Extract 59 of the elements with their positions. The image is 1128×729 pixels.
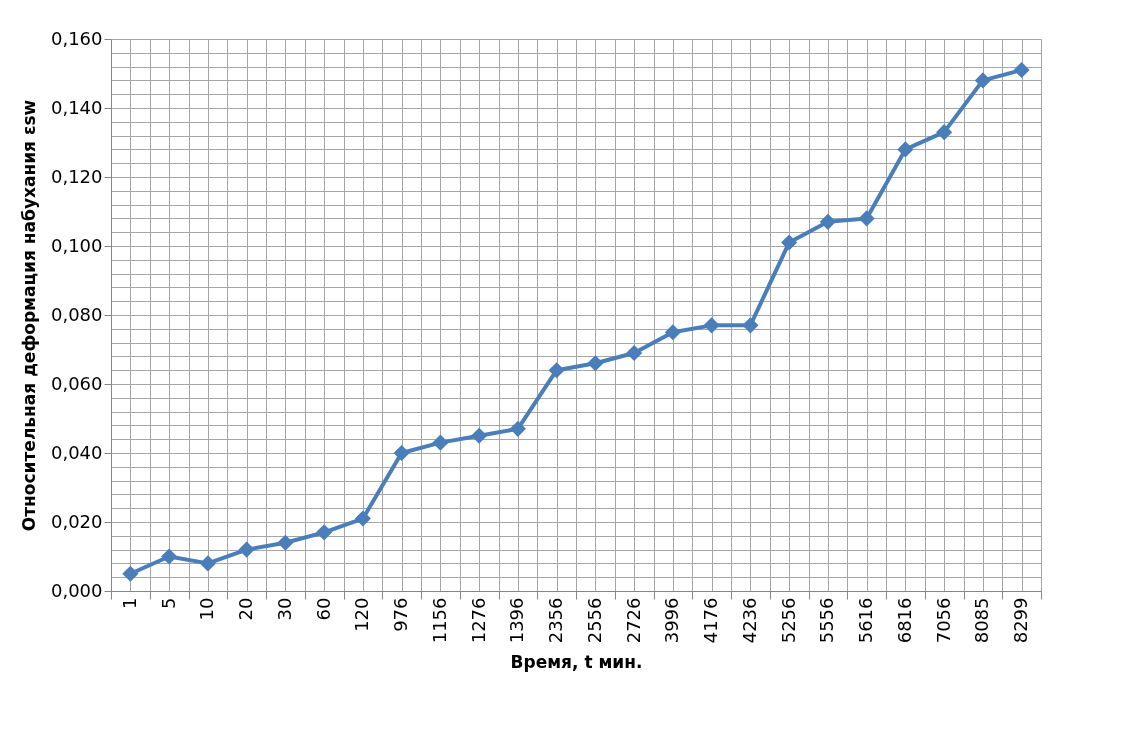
x-tick-label: 7056 [932,597,954,644]
y-tick-label: 0,080 [50,303,103,325]
y-axis-title: Относительная деформация набухания εsw [18,99,39,532]
x-tick-label: 10 [196,597,218,621]
point [819,213,836,230]
y-tick-label: 0,040 [50,441,103,463]
point [897,141,914,158]
point [509,420,526,437]
x-tick-label: 1156 [428,597,450,644]
point [858,210,875,227]
point [703,317,720,334]
point [199,555,216,572]
y-tick-label: 0,120 [50,165,103,187]
x-tick-label: 20 [235,597,257,621]
x-tick-label: 1276 [467,597,489,644]
x-tick-label: 8299 [1010,597,1032,644]
x-tick-label: 1 [118,597,140,609]
x-tick-label: 60 [312,597,334,621]
x-tick-label: 1396 [506,597,528,644]
point [936,124,953,141]
x-tick-label: 30 [273,597,295,621]
point [742,317,759,334]
point [974,72,991,89]
point [354,510,371,527]
point [393,444,410,462]
x-tick-label: 8085 [971,597,993,644]
y-tick-label: 0,140 [50,96,103,118]
x-tick-label: 120 [351,597,373,632]
point [1013,61,1030,79]
point [238,541,255,558]
x-axis-title: Время, t мин. [510,652,643,673]
point [548,362,565,379]
point [781,234,798,251]
x-tick-label: 5616 [855,597,877,644]
y-tick-label: 0,060 [50,372,103,394]
x-tick-label: 3996 [661,597,683,644]
y-tick-label: 0,000 [50,579,103,601]
point [626,344,643,362]
x-tick-label: 976 [390,597,412,632]
point [587,355,604,372]
x-tick-label: 4236 [738,597,760,644]
x-tick-label: 6816 [893,597,915,644]
point [316,524,333,541]
x-tick-label: 5556 [816,597,838,644]
x-tick-label: 4176 [700,597,722,644]
point [277,534,294,551]
x-tick-label: 2556 [583,597,605,644]
point [122,565,139,582]
point [161,548,178,565]
x-tick-label: 5 [157,597,179,609]
x-tick-label: 2726 [622,597,644,644]
x-tick-label: 2356 [545,597,567,644]
point [471,427,488,444]
y-tick-label: 0,160 [50,27,103,49]
y-tick-label: 0,100 [50,234,103,256]
x-tick-label: 5256 [777,597,799,644]
y-tick-label: 0,020 [50,510,103,532]
point [432,434,449,451]
point [664,324,681,341]
